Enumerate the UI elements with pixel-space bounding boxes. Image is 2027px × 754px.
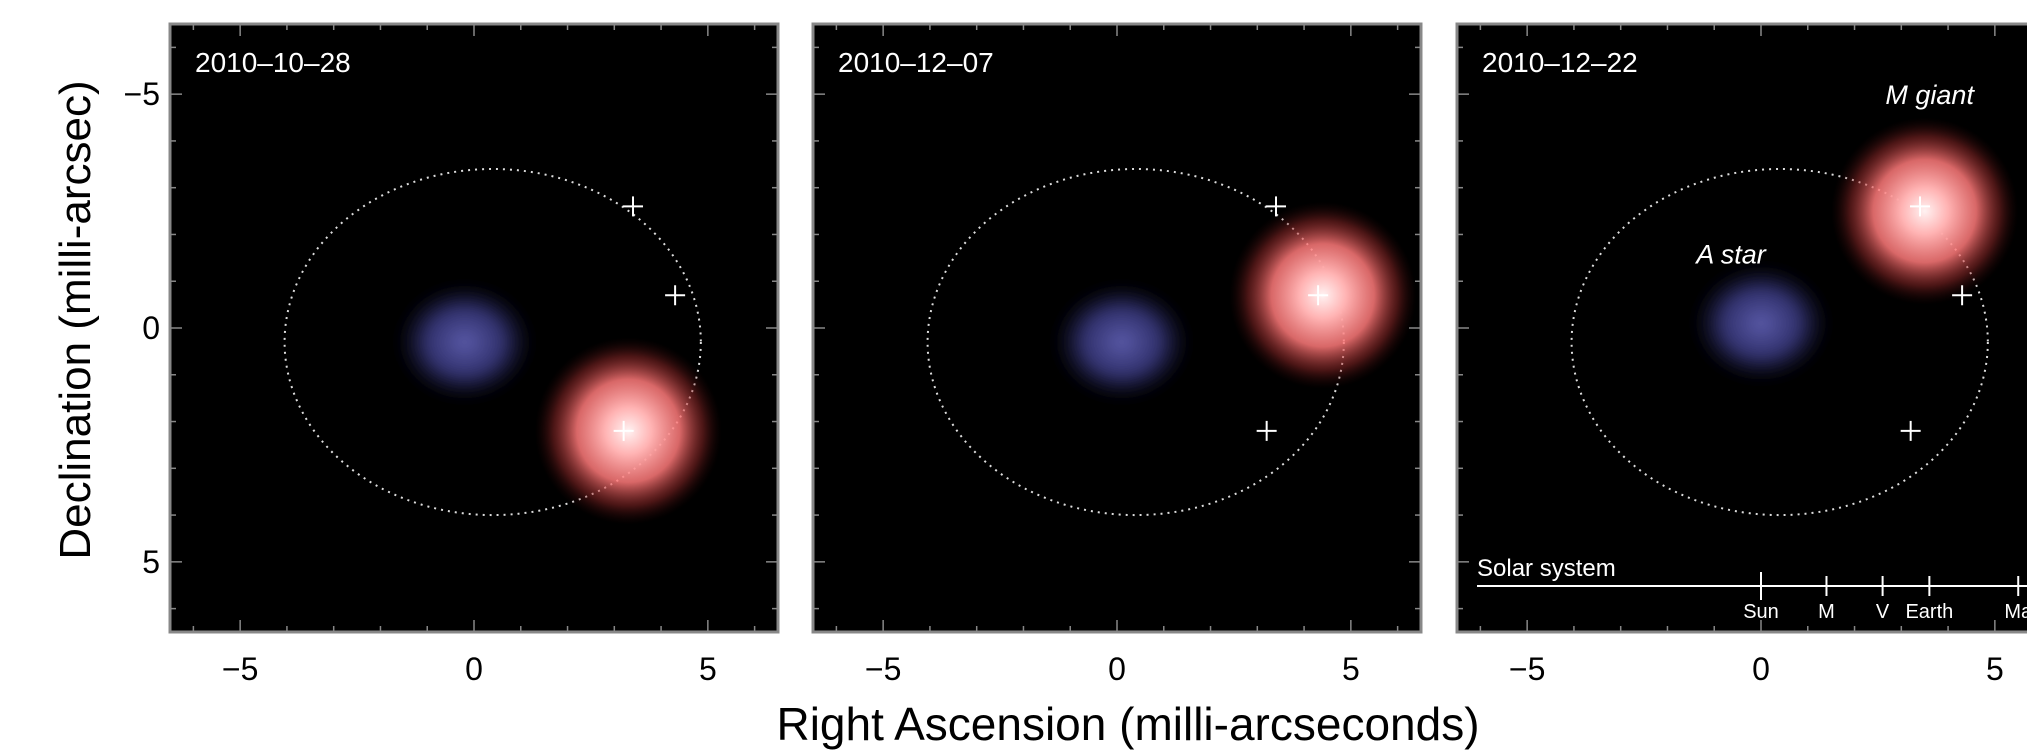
y-tick-label: −5	[124, 76, 160, 112]
x-axis-title: Right Ascension (milli-arcseconds)	[776, 698, 1479, 750]
orbit-ellipse	[1570, 167, 1989, 517]
orbit-marker	[1910, 196, 1931, 217]
orbit-marker	[613, 420, 634, 441]
orbit-marker	[1308, 285, 1329, 306]
m-giant-label: M giant	[1885, 80, 1975, 110]
solar-body-label: V	[1876, 601, 1890, 623]
a-star-blob	[396, 283, 533, 401]
orbit-marker	[623, 196, 644, 217]
solar-body-label: Ma	[2004, 601, 2027, 623]
solar-body-label: M	[1818, 601, 1835, 623]
x-tick-label: 0	[1752, 651, 1770, 687]
y-axis-title: Declination (milli-arcsec)	[51, 80, 100, 559]
panel-3: 2010–12–22 A star M giant Solar system Sun M V…	[1455, 22, 2027, 687]
x-tick-label: −5	[1509, 651, 1545, 687]
solar-system-label: Solar system	[1477, 555, 1616, 582]
solar-body-label: Sun	[1743, 601, 1779, 623]
orbit-marker	[1952, 285, 1973, 306]
panel-1: 2010–10–28 −5 0 5 −5 0 5	[124, 22, 780, 687]
panel-2: 2010–12–07 −5 0 5	[811, 22, 1423, 687]
solar-body-label: Earth	[1905, 601, 1953, 623]
a-star-blob	[1053, 283, 1190, 401]
a-star-blob	[1693, 264, 1829, 382]
orbit-marker	[1900, 420, 1921, 441]
a-star-label: A star	[1694, 239, 1767, 269]
x-tick-label: 0	[465, 651, 483, 687]
orbit-marker	[665, 285, 686, 306]
panel-date-label: 2010–12–07	[838, 47, 994, 78]
m-giant-blob	[1831, 117, 2019, 305]
x-tick-label: −5	[865, 651, 901, 687]
x-tick-label: −5	[222, 651, 258, 687]
panel-date-label: 2010–12–22	[1482, 47, 1638, 78]
panel-plot-area: 2010–12–22 A star M giant Solar system Sun M V…	[1477, 47, 2027, 623]
x-tick-label: 5	[699, 651, 717, 687]
panel-date-label: 2010–10–28	[195, 47, 351, 78]
y-tick-label: 0	[142, 310, 160, 346]
x-tick-label: 0	[1108, 651, 1126, 687]
orbit-marker	[1256, 420, 1277, 441]
orbit-marker	[1266, 196, 1287, 217]
panel-plot-area: 2010–10–28	[195, 47, 722, 525]
panel-plot-area: 2010–12–07	[838, 47, 1417, 517]
x-tick-label: 5	[1986, 651, 2004, 687]
orbit-ellipse	[283, 167, 702, 517]
y-tick-label: 5	[142, 544, 160, 580]
x-tick-label: 5	[1342, 651, 1360, 687]
